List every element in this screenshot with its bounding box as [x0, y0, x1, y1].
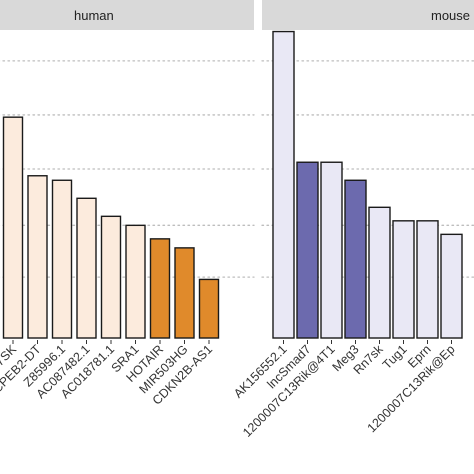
- bar-mouse-0: [272, 30, 295, 339]
- bar-mouse-4: [368, 206, 391, 339]
- bar-mouse-2: [320, 161, 343, 339]
- bar-human-8: [174, 247, 195, 339]
- panel-mouse: AK156552.1lncSmad71200007C13Rik@4T1Meg3R…: [231, 30, 474, 440]
- bar-mouse-3: [344, 179, 367, 339]
- x-tick-label-mouse-5: Tug1: [380, 342, 410, 372]
- bar-mouse-1: [296, 161, 319, 339]
- strip-mouse-label: mouse: [431, 8, 470, 23]
- bar-human-9: [198, 278, 220, 339]
- bar-human-2: [27, 175, 48, 339]
- bar-human-6: [125, 224, 146, 339]
- bar-human-1: [2, 116, 24, 339]
- bar-human-3: [51, 179, 73, 339]
- bar-human-7: [149, 238, 171, 339]
- panel-human: …15.37SKCPEB2-DTZ85996.1AC087482.1AC0187…: [0, 60, 255, 408]
- bar-mouse-7: [440, 233, 463, 339]
- bar-human-4: [76, 197, 97, 339]
- bar-human-5: [100, 215, 122, 339]
- strip-human-background: [0, 0, 254, 30]
- bar-mouse-5: [392, 220, 415, 339]
- strip-mouse-background: [262, 0, 474, 30]
- bar-mouse-6: [416, 220, 439, 339]
- strip-human-label: human: [74, 8, 114, 23]
